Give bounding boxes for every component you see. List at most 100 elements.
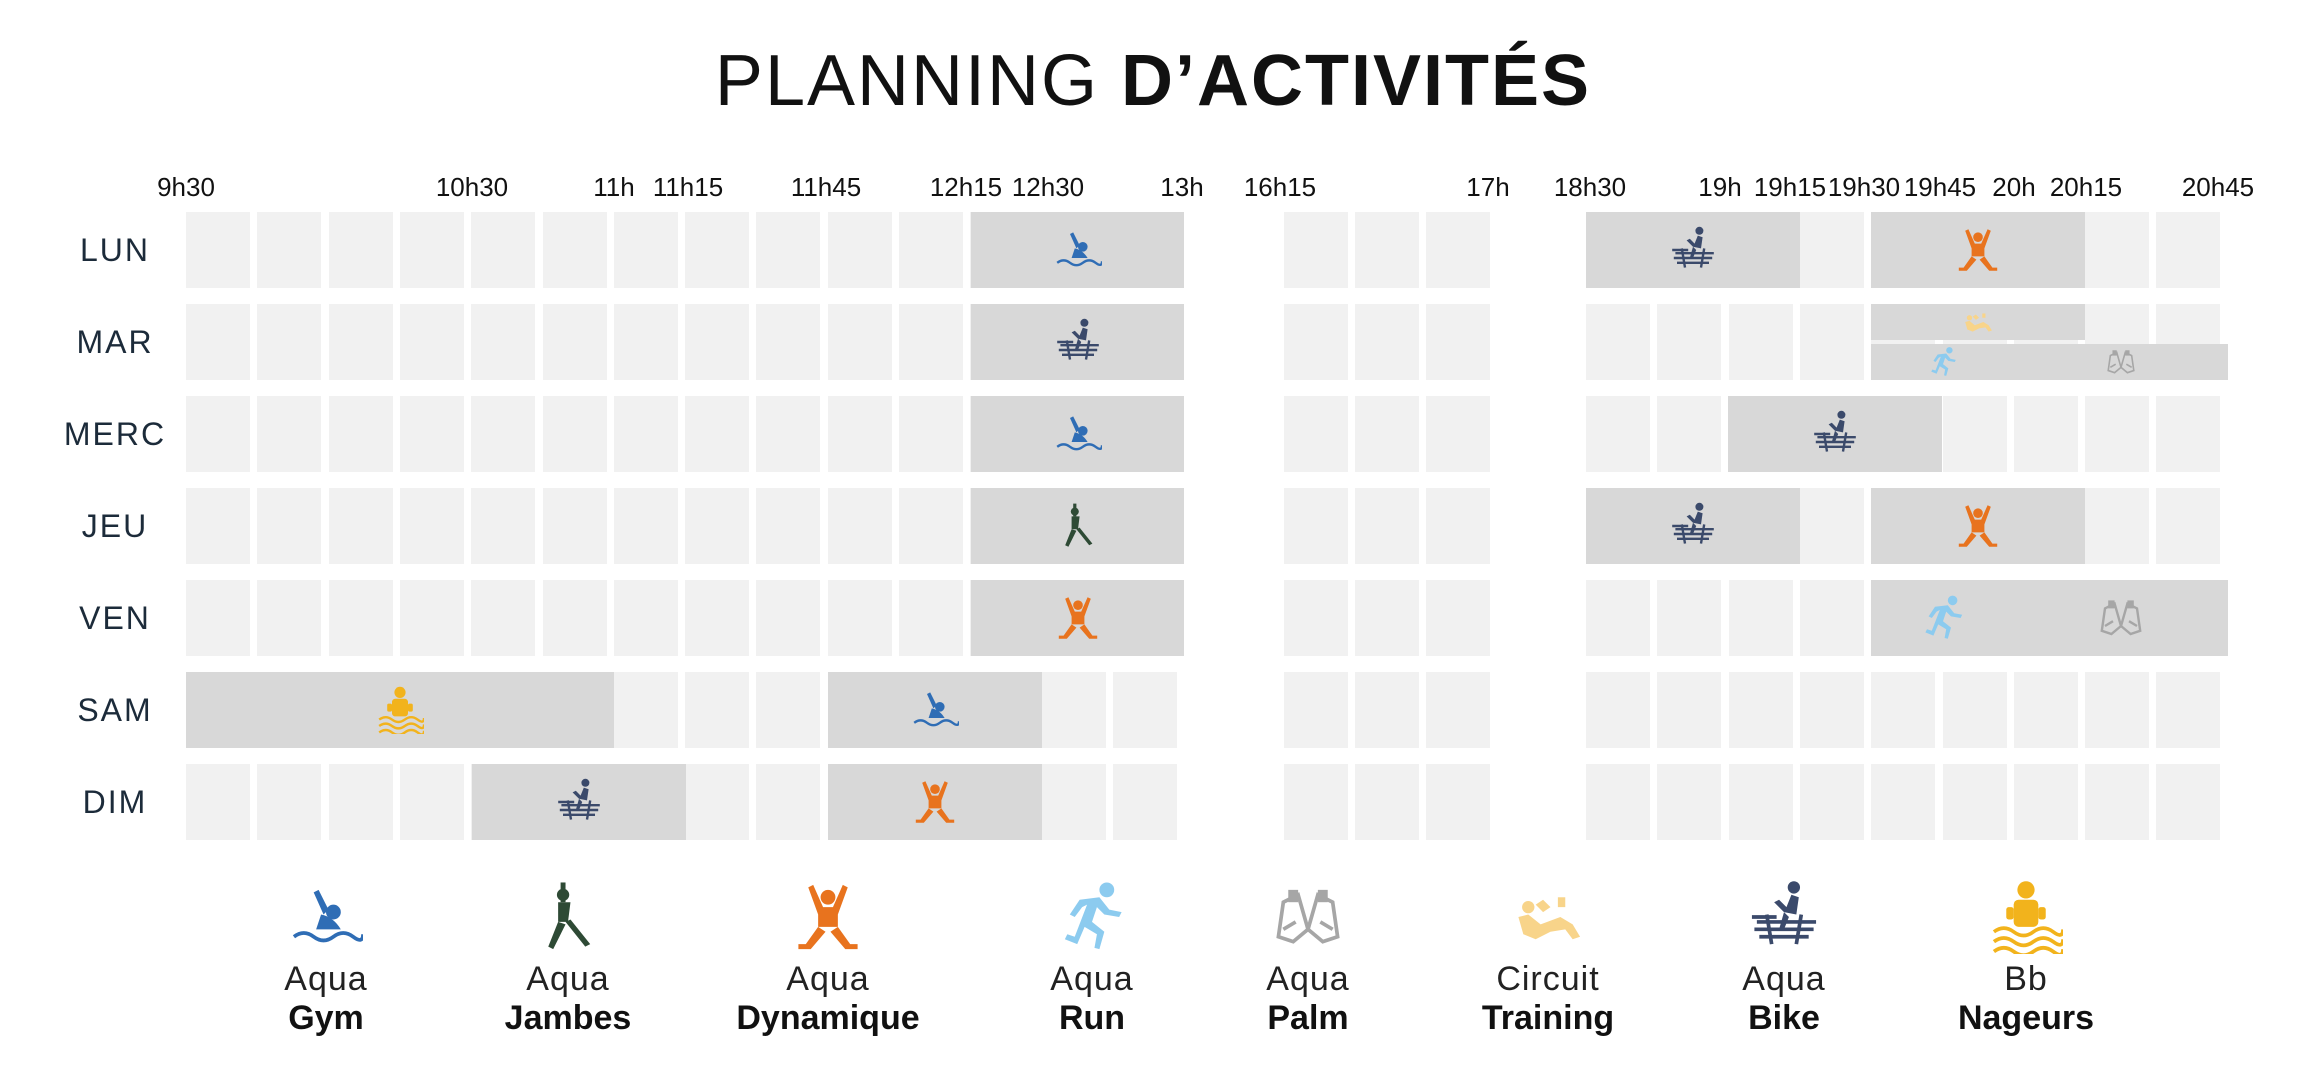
time-label: 17h — [1466, 172, 1510, 202]
empty-slot — [1426, 488, 1490, 564]
empty-slot — [399, 488, 464, 564]
empty-slot — [2013, 672, 2078, 748]
empty-slot — [827, 396, 892, 472]
legend-item-run: Aqua Run — [982, 880, 1202, 1038]
empty-slot — [685, 764, 750, 840]
empty-slot — [1657, 672, 1722, 748]
baby-float-icon — [378, 686, 424, 734]
empty-slot — [186, 396, 250, 472]
empty-slot — [1355, 580, 1419, 656]
time-label: 19h — [1698, 172, 1742, 202]
empty-slot — [756, 304, 821, 380]
fins-icon — [2100, 600, 2142, 636]
empty-slot — [1355, 304, 1419, 380]
time-label: 20h45 — [2181, 172, 2255, 202]
empty-slot — [399, 212, 464, 288]
empty-slot — [2013, 396, 2078, 472]
empty-slot — [1426, 396, 1490, 472]
empty-slot — [685, 580, 750, 656]
baby-float-icon — [1992, 881, 2063, 954]
empty-slot — [2085, 396, 2150, 472]
empty-slot — [1426, 672, 1490, 748]
empty-slot — [1657, 580, 1722, 656]
day-label-lun: LUN — [79, 232, 150, 268]
empty-slot — [1355, 672, 1419, 748]
empty-slot — [899, 212, 963, 288]
legend-item-palm: Aqua Palm — [1198, 880, 1418, 1038]
empty-slot — [471, 396, 536, 472]
title-bold: D’ACTIVITÉS — [1121, 41, 1592, 121]
empty-slot — [328, 304, 393, 380]
time-label: 11h45 — [790, 172, 862, 202]
circuit-figure-icon — [1518, 897, 1581, 940]
empty-slot — [1426, 580, 1490, 656]
time-label: 20h15 — [2049, 172, 2123, 202]
time-label: 18h30 — [1553, 172, 1627, 202]
empty-slot — [471, 212, 536, 288]
empty-slot — [2156, 396, 2221, 472]
empty-slot — [399, 304, 464, 380]
empty-slot — [257, 764, 322, 840]
empty-slot — [1728, 580, 1793, 656]
empty-slot — [399, 764, 464, 840]
time-label: 16h15 — [1243, 172, 1317, 202]
empty-slot — [756, 580, 821, 656]
empty-slot — [471, 488, 536, 564]
empty-slot — [1355, 212, 1419, 288]
activity-block-training[interactable] — [1871, 304, 2085, 340]
empty-slot — [2156, 488, 2221, 564]
empty-slot — [2085, 488, 2150, 564]
empty-slot — [328, 488, 393, 564]
bike-figure-icon — [1056, 318, 1099, 360]
empty-slot — [471, 580, 536, 656]
empty-slot — [756, 396, 821, 472]
empty-slot — [1284, 580, 1348, 656]
bike-figure-icon — [1672, 226, 1714, 268]
empty-slot — [827, 212, 892, 288]
empty-slot — [1799, 304, 1864, 380]
activity-block-palm[interactable] — [2014, 344, 2228, 380]
legend-line2: Jambes — [504, 999, 632, 1037]
time-label: 11h — [593, 172, 635, 202]
empty-slot — [613, 488, 678, 564]
empty-slot — [186, 212, 250, 288]
empty-slot — [1284, 672, 1348, 748]
empty-slot — [1728, 672, 1793, 748]
empty-slot — [2156, 672, 2221, 748]
empty-slot — [899, 580, 963, 656]
empty-slot — [542, 212, 607, 288]
swimmer-wave-icon — [1055, 232, 1102, 267]
empty-slot — [1112, 672, 1177, 748]
empty-slot — [1041, 672, 1106, 748]
day-label-dim: DIM — [82, 784, 148, 820]
empty-slot — [613, 396, 678, 472]
empty-slot — [827, 304, 892, 380]
empty-slot — [328, 580, 393, 656]
empty-slot — [685, 396, 750, 472]
page-title: PLANNING D’ACTIVITÉS — [0, 40, 2306, 122]
day-label-jeu: JEU — [81, 508, 149, 544]
legend-item-training: Circuit Training — [1438, 880, 1658, 1038]
empty-slot — [1355, 488, 1419, 564]
activity-block-palm[interactable] — [2014, 580, 2228, 656]
legend-line2: Dynamique — [736, 999, 920, 1037]
empty-slot — [542, 488, 607, 564]
empty-slot — [1355, 764, 1419, 840]
empty-slot — [756, 488, 821, 564]
time-label: 12h15 — [929, 172, 1003, 202]
empty-slot — [685, 304, 750, 380]
empty-slot — [613, 580, 678, 656]
legend-line1: Aqua — [1266, 960, 1350, 998]
legend-line1: Circuit — [1496, 960, 1600, 998]
time-label: 20h — [1992, 172, 2036, 202]
empty-slot — [1942, 396, 2007, 472]
empty-slot — [1426, 764, 1490, 840]
time-label: 11h15 — [652, 172, 724, 202]
empty-slot — [1799, 212, 1864, 288]
empty-slot — [1586, 580, 1650, 656]
swimmer-wave-icon — [292, 889, 363, 943]
jumping-figure-icon — [1058, 597, 1097, 639]
empty-slot — [1871, 672, 1936, 748]
legend-line1: Aqua — [786, 960, 870, 998]
